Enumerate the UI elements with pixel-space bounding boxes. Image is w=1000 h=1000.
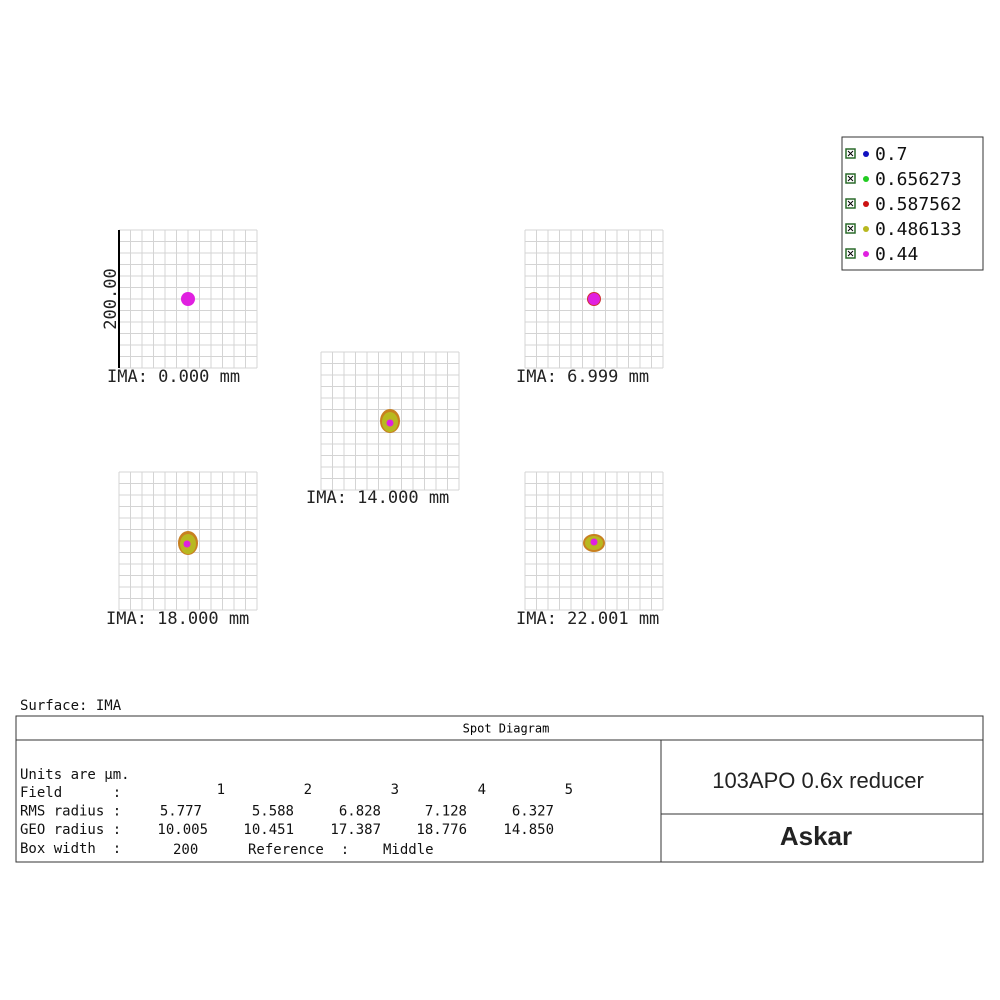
legend-dot xyxy=(863,151,869,157)
row-label: GEO radius : xyxy=(20,822,121,838)
row-value: 5.777 xyxy=(160,804,202,820)
brand: Askar xyxy=(780,821,852,851)
legend-label: 0.486133 xyxy=(875,219,962,240)
legend-label: 0.587562 xyxy=(875,194,962,215)
field-label: IMA: 14.000 mm xyxy=(306,488,449,508)
field-label: IMA: 0.000 mm xyxy=(107,367,240,387)
row-value: 6.327 xyxy=(512,804,554,820)
box-label: Box width : xyxy=(20,841,121,857)
legend-check xyxy=(847,150,854,157)
row-value: 10.451 xyxy=(243,822,294,838)
row-value: 4 xyxy=(478,782,486,798)
legend-check xyxy=(847,200,854,207)
row-value: 10.005 xyxy=(157,822,208,838)
design-name: 103APO 0.6x reducer xyxy=(712,768,924,793)
legend-check xyxy=(847,175,854,182)
row-value: 7.128 xyxy=(425,804,467,820)
legend-label: 0.7 xyxy=(875,144,908,165)
scale-label: 200.00 xyxy=(101,268,121,329)
units: Units are µm. xyxy=(20,767,130,783)
row-value: 2 xyxy=(304,782,312,798)
row-value: 5 xyxy=(565,782,573,798)
row-value: 3 xyxy=(391,782,399,798)
spot xyxy=(588,293,600,305)
row-value: 14.850 xyxy=(503,822,554,838)
legend-check xyxy=(847,225,854,232)
field-label: IMA: 22.001 mm xyxy=(516,609,659,629)
legend-label: 0.656273 xyxy=(875,169,962,190)
row-value: 6.828 xyxy=(339,804,381,820)
legend-dot xyxy=(863,176,869,182)
surface-label: Surface: IMA xyxy=(20,698,122,714)
spot xyxy=(590,538,598,546)
row-value: 5.588 xyxy=(252,804,294,820)
legend-label: 0.44 xyxy=(875,244,918,265)
box-value: 200 xyxy=(173,842,198,858)
reference-value: Middle xyxy=(383,842,434,858)
legend-dot xyxy=(863,251,869,257)
legend-check xyxy=(847,250,854,257)
reference-label: Reference : xyxy=(248,842,349,858)
row-value: 1 xyxy=(217,782,225,798)
table-rows: Field : 1 2 3 4 5 RMS radius : 5.777 5.588 6.828 7… xyxy=(20,782,573,838)
legend-dot xyxy=(863,201,869,207)
spots xyxy=(178,292,605,555)
field-label: IMA: 6.999 mm xyxy=(516,367,649,387)
row-value: 17.387 xyxy=(330,822,381,838)
row-value: 18.776 xyxy=(416,822,467,838)
legend-entries: 0.7 0.656273 0.587562 0.486133 0.44 xyxy=(845,144,962,265)
spot xyxy=(386,419,394,427)
table-frame xyxy=(15,715,984,863)
row-label: Field : xyxy=(20,785,121,801)
spot xyxy=(183,540,191,548)
row-label: RMS radius : xyxy=(20,804,121,820)
legend-dot xyxy=(863,226,869,232)
spot xyxy=(181,292,195,306)
field-label: IMA: 18.000 mm xyxy=(106,609,249,629)
table-title: Spot Diagram xyxy=(463,722,550,736)
